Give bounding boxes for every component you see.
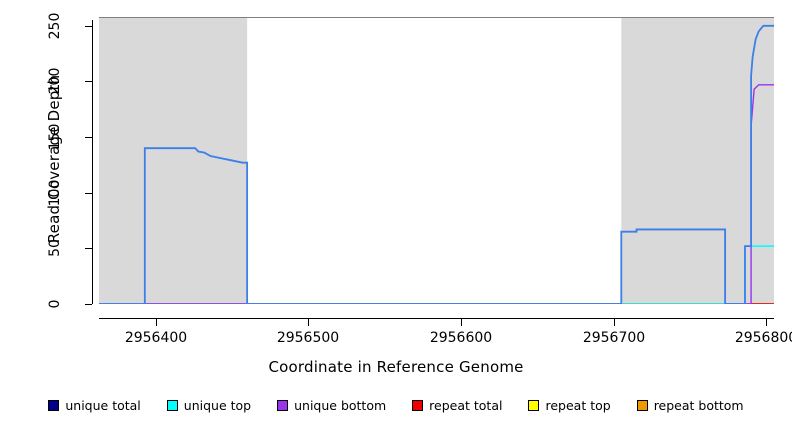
x-axis-tick bbox=[461, 319, 462, 326]
legend-swatch-icon bbox=[636, 400, 648, 411]
y-axis-tick-label: 250 bbox=[47, 12, 63, 40]
plot-top-border bbox=[99, 17, 774, 18]
legend-swatch-icon bbox=[528, 400, 540, 411]
legend-label: repeat bottom bbox=[653, 398, 744, 413]
legend-entry-repeat-bottom[interactable]: repeat bottom bbox=[636, 398, 744, 413]
x-axis-tick bbox=[308, 319, 309, 326]
x-axis-tick-label: 2956700 bbox=[582, 330, 646, 346]
series-line-unique-total bbox=[99, 24, 774, 304]
x-axis-line bbox=[99, 318, 774, 319]
legend-swatch-icon bbox=[166, 400, 178, 411]
y-axis-tick-label-wrap: 100 bbox=[32, 180, 78, 207]
x-axis-tick-label: 2956500 bbox=[276, 330, 340, 346]
chart-legend: unique total unique top unique bottom repea… bbox=[0, 398, 792, 413]
legend-label: repeat top bbox=[545, 398, 611, 413]
y-axis-line bbox=[92, 20, 93, 304]
y-axis-tick-label-wrap: 0 bbox=[32, 296, 78, 312]
legend-label: unique top bbox=[183, 398, 252, 413]
x-axis-tick bbox=[614, 319, 615, 326]
x-axis-tick-label: 2956600 bbox=[429, 330, 493, 346]
legend-entry-unique-top[interactable]: unique top bbox=[166, 398, 252, 413]
x-axis-tick bbox=[766, 319, 767, 326]
legend-label: unique total bbox=[65, 398, 141, 413]
y-axis-tick-label-wrap: 50 bbox=[32, 239, 78, 257]
legend-entry-unique-bottom[interactable]: unique bottom bbox=[277, 398, 386, 413]
legend-label: unique bottom bbox=[294, 398, 387, 413]
x-axis-title: Coordinate in Reference Genome bbox=[268, 358, 524, 376]
y-axis-tick bbox=[85, 248, 92, 249]
y-axis-tick-label: 50 bbox=[47, 239, 63, 257]
y-axis-tick-label: 150 bbox=[47, 123, 63, 151]
y-axis-tick-label: 0 bbox=[47, 299, 63, 309]
legend-entry-repeat-top[interactable]: repeat top bbox=[528, 398, 611, 413]
x-axis-tick-label: 2956800 bbox=[734, 330, 792, 346]
x-axis-tick-label: 2956400 bbox=[124, 330, 188, 346]
coverage-plot-svg bbox=[99, 18, 774, 304]
y-axis-tick bbox=[85, 193, 92, 194]
plot-area bbox=[99, 18, 774, 304]
y-axis-tick bbox=[85, 304, 92, 305]
y-axis-tick-label: 100 bbox=[47, 179, 63, 207]
y-axis-tick bbox=[85, 81, 92, 82]
y-axis-tick-label-wrap: 150 bbox=[32, 124, 78, 151]
legend-swatch-icon bbox=[48, 400, 60, 411]
y-axis-tick bbox=[85, 137, 92, 138]
shaded-region-repeat-region-left bbox=[99, 18, 248, 304]
y-axis-tick bbox=[85, 26, 92, 27]
y-axis-tick-label-wrap: 200 bbox=[32, 68, 78, 95]
legend-label: repeat total bbox=[429, 398, 503, 413]
legend-swatch-icon bbox=[277, 400, 289, 411]
x-axis-tick bbox=[156, 319, 157, 326]
shaded-region-repeat-region-right bbox=[621, 18, 774, 304]
y-axis-tick-label-wrap: 250 bbox=[32, 13, 78, 40]
legend-swatch-icon bbox=[412, 400, 424, 411]
legend-entry-repeat-total[interactable]: repeat total bbox=[412, 398, 502, 413]
y-axis-tick-label: 200 bbox=[47, 67, 63, 95]
legend-entry-unique-total[interactable]: unique total bbox=[48, 398, 141, 413]
